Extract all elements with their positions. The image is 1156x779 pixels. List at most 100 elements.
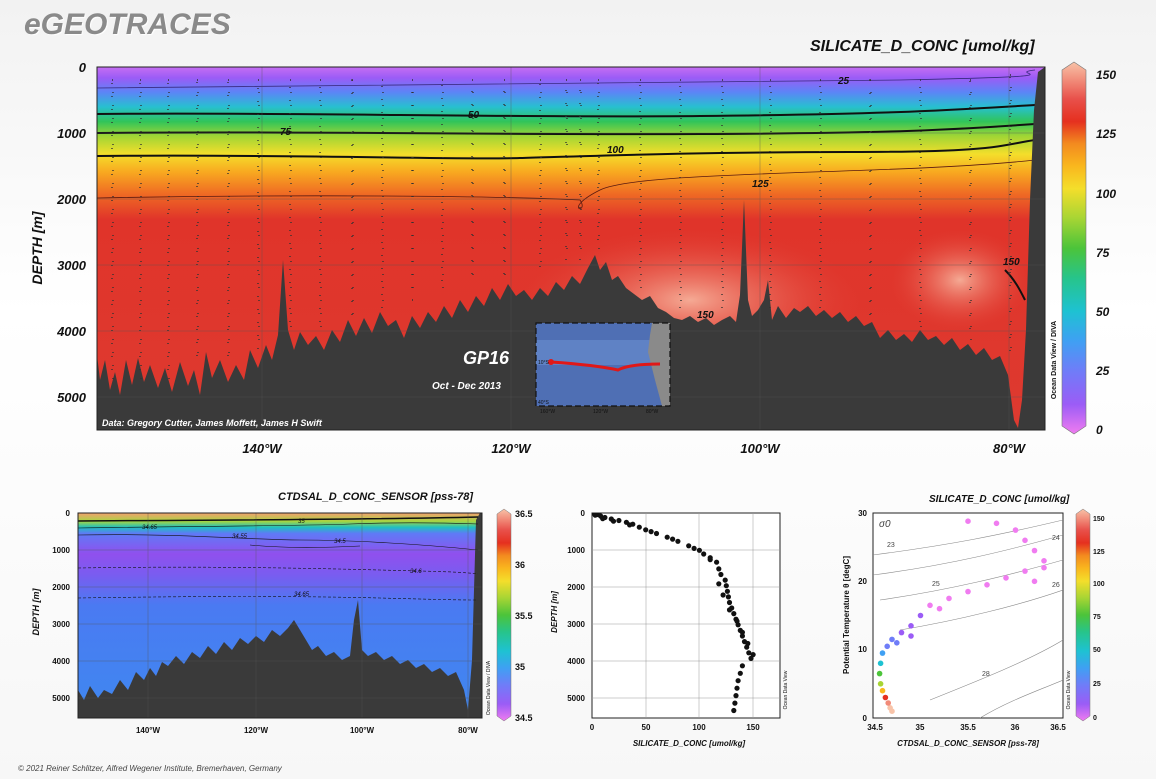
ts-data-point	[908, 623, 914, 629]
ts-diagram-plot: σ0 23 24 25 26 28 0 10 20 30 Potential T…	[842, 509, 1072, 748]
x-tick-label: 36.5	[1050, 723, 1066, 732]
copyright-footer: © 2021 Reiner Schlitzer, Alfred Wegener …	[18, 764, 282, 773]
profile-data-point	[701, 551, 707, 557]
ts-data-point	[936, 605, 943, 612]
colorbar-tick: 36	[515, 560, 525, 570]
salinity-section-title: CTDSAL_D_CONC_SENSOR [pss-78]	[278, 491, 473, 503]
contour-label: 34.55	[232, 534, 248, 540]
ts-data-point	[927, 602, 933, 609]
profile-data-point	[733, 693, 739, 699]
colorbar-tick: 50	[1093, 647, 1101, 654]
profile-data-point	[734, 618, 740, 624]
y-tick-label: 1000	[57, 126, 87, 141]
profile-data-point	[739, 663, 746, 669]
brand-logo: eGEOTRACES	[24, 8, 231, 41]
ts-data-point	[1041, 564, 1047, 571]
x-tick-label: 34.5	[867, 723, 883, 732]
y-tick-label: 10	[858, 645, 867, 654]
colorbar-tick: 36.5	[515, 509, 533, 519]
salinity-y-axis-label: DEPTH [m]	[31, 587, 41, 635]
colorbar-tick: 75	[1096, 246, 1110, 260]
ts-data-point	[965, 518, 971, 524]
y-tick-label: 0	[79, 60, 87, 75]
y-tick-label: 4000	[56, 324, 87, 339]
profile-data-point	[718, 571, 724, 578]
profile-data-point	[643, 527, 649, 533]
profile-data-point	[707, 557, 713, 563]
y-tick-label: 4000	[52, 657, 70, 666]
profile-data-point	[725, 594, 732, 600]
profile-data-point	[686, 543, 692, 549]
salinity-x-ticks: 140°W 120°W 100°W 80°W	[136, 726, 478, 735]
y-tick-label: 2000	[567, 583, 585, 592]
x-tick-label: 140°W	[136, 726, 161, 735]
inset-lat-label: 40°S	[538, 400, 550, 406]
x-tick-label: 100	[692, 723, 706, 732]
cruise-date: Oct - Dec 2013	[432, 381, 501, 392]
ts-data-point	[879, 687, 886, 694]
profile-grid	[592, 513, 780, 718]
ts-x-ticks: 34.5 35 35.5 36 36.5	[867, 723, 1066, 732]
salinity-colorbar: 36.5 36 35.5 35 34.5	[496, 508, 533, 723]
ts-data-point	[946, 595, 952, 602]
profile-data-point	[648, 529, 654, 535]
ts-data-point	[898, 629, 905, 636]
y-tick-label: 0	[863, 714, 868, 723]
y-tick-label: 1000	[52, 546, 70, 555]
profile-data-point	[616, 517, 622, 524]
contour-label: 35	[298, 519, 305, 525]
inset-lon-label: 160°W	[540, 409, 555, 415]
profile-data-point	[691, 545, 697, 552]
ts-data-point	[1022, 568, 1028, 574]
profile-data-point	[739, 633, 746, 639]
x-tick-label: 120°W	[244, 726, 269, 735]
odv-watermark: Ocean Data View / DIVA	[1051, 321, 1058, 399]
colorbar-tick: 50	[1096, 305, 1110, 319]
ts-y-ticks: 0 10 20 30	[858, 509, 867, 723]
main-sample-dots	[111, 74, 1012, 381]
ts-data-point	[984, 582, 990, 588]
ts-data-point	[965, 588, 971, 595]
contour-label: 150	[1003, 257, 1020, 268]
main-high-silicate-east	[890, 230, 1030, 330]
ts-points	[876, 518, 1047, 714]
odv-watermark: Ocean Data View	[783, 670, 789, 709]
x-tick-label: 35	[916, 723, 925, 732]
contour-label: 34.5	[334, 539, 346, 545]
y-tick-label: 1000	[567, 546, 585, 555]
profile-data-point	[696, 547, 703, 553]
main-contour-labels: 25 50 75 100 125 150 150	[280, 76, 1020, 321]
ts-plot-title: SILICATE_D_CONC [umol/kg]	[929, 494, 1070, 505]
cruise-name: GP16	[463, 348, 510, 368]
y-tick-label: 3000	[567, 620, 585, 629]
x-tick-label: 140°W	[242, 441, 283, 456]
ts-data-point	[876, 670, 883, 677]
profile-y-axis-label: DEPTH [m]	[550, 591, 559, 633]
colorbar-tick: 150	[1096, 68, 1116, 82]
profile-data-point	[746, 650, 752, 656]
ts-data-point	[1041, 558, 1047, 564]
contour-label: 34.65	[142, 525, 158, 531]
ts-data-point	[882, 694, 889, 701]
ts-data-point	[885, 700, 891, 706]
data-credit: Data: Gregory Cutter, James Moffett, Jam…	[102, 418, 323, 428]
profile-data-point	[737, 670, 743, 676]
contour-label: 100	[607, 145, 624, 156]
profile-points	[592, 513, 756, 714]
colorbar-tick: 150	[1093, 516, 1105, 523]
profile-data-point	[610, 518, 617, 524]
inset-lon-label: 120°W	[593, 409, 608, 415]
cruise-inset-map: 10°S 40°S 160°W 120°W 80°W	[535, 322, 671, 415]
y-tick-label: 5000	[57, 390, 87, 405]
colorbar-tick: 125	[1096, 127, 1116, 141]
profile-data-point	[716, 581, 722, 587]
profile-data-point	[716, 566, 722, 572]
profile-x-axis-label: SILICATE_D_CONC [umol/kg]	[633, 739, 746, 748]
profile-data-point	[653, 530, 660, 537]
odv-watermark: Ocean Data View / DIVA	[486, 660, 492, 715]
ts-data-point	[884, 643, 890, 650]
salinity-y-ticks: 0 1000 2000 3000 4000 5000	[52, 509, 70, 703]
y-tick-label: 20	[858, 577, 867, 586]
ts-x-axis-label: CTDSAL_D_CONC_SENSOR [pss-78]	[897, 739, 1039, 748]
